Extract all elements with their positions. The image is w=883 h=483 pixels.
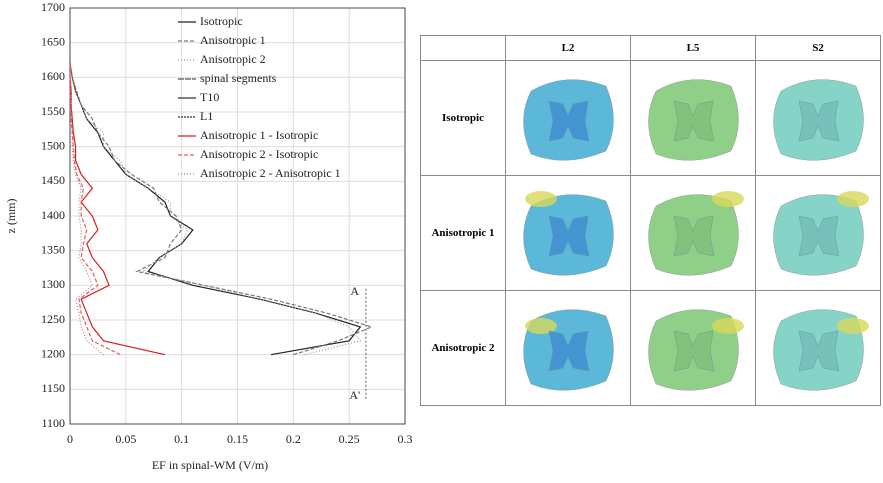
series-line — [69, 63, 374, 356]
y-tick-label: 1500 — [41, 138, 65, 152]
cross-section — [506, 61, 631, 176]
row-header: Isotropic — [421, 61, 506, 176]
cross-section — [756, 61, 881, 176]
y-tick-label: 1650 — [41, 34, 65, 48]
series-line — [69, 63, 121, 356]
x-tick-label: 0.2 — [286, 432, 301, 446]
y-tick-label: 1150 — [41, 381, 65, 395]
chart: EF in spinal-WM (V/m) z (mm) 1100 1150 120… — [4, 0, 413, 472]
cross-section — [756, 176, 881, 291]
cross-section — [631, 61, 756, 176]
cross-section — [631, 291, 756, 406]
plot-frame — [69, 7, 406, 425]
cross-section-image — [647, 78, 739, 161]
cross-section-image — [647, 308, 744, 391]
x-tick-label: 0.05 — [115, 432, 136, 446]
y-tick-label: 1350 — [41, 242, 65, 256]
table: L2 L5 S2 Isotropic Anisotropic 1 Anisotropic … — [420, 35, 881, 406]
cross-section-image — [522, 190, 614, 276]
legend-label: Anisotropic 1 — [200, 33, 266, 47]
cross-section — [756, 291, 881, 406]
row-header: Anisotropic 2 — [421, 291, 506, 406]
series-line — [69, 63, 362, 356]
x-tick-label: 0.25 — [339, 432, 360, 446]
series-line — [69, 63, 166, 356]
y-tick-label: 1700 — [41, 0, 65, 14]
cross-section-image — [772, 190, 869, 276]
column-header: L2 — [506, 36, 631, 61]
x-tick-label: 0.3 — [398, 432, 413, 446]
cross-section — [631, 176, 756, 291]
y-tick-label: 1200 — [41, 346, 65, 360]
x-axis-label: EF in spinal-WM (V/m) — [152, 458, 268, 472]
legend-label: L1 — [200, 109, 213, 123]
y-tick-label: 1550 — [41, 104, 65, 118]
y-tick-label: 1300 — [41, 277, 65, 291]
series-line — [69, 63, 362, 356]
cross-section — [506, 291, 631, 406]
cross-section — [506, 176, 631, 291]
legend-label: Isotropic — [200, 14, 243, 28]
legend-label: Anisotropic 2 - Isotropic — [200, 147, 318, 161]
cross-section-image — [772, 78, 864, 161]
cross-section-image — [647, 190, 744, 276]
legend-label: T10 — [200, 90, 219, 104]
x-tick-label: 0.15 — [227, 432, 248, 446]
x-tick-label: 0 — [67, 432, 73, 446]
legend-label: spinal segments — [200, 71, 277, 85]
y-tick-label: 1400 — [41, 208, 65, 222]
x-tick-label: 0.1 — [174, 432, 189, 446]
legend-label: Anisotropic 2 — [200, 52, 266, 66]
series-line — [69, 63, 104, 356]
annotation: A — [350, 284, 359, 298]
cross-section-image — [772, 308, 869, 391]
corner — [421, 36, 506, 61]
y-tick-label: 1100 — [41, 416, 65, 430]
legend-label: Anisotropic 1 - Isotropic — [200, 128, 318, 142]
legend-label: Anisotropic 2 - Anisotropic 1 — [200, 166, 341, 180]
y-axis-label: z (mm) — [4, 199, 18, 234]
annotation: A' — [349, 388, 360, 402]
cross-section-image — [522, 308, 614, 391]
column-header: L5 — [631, 36, 756, 61]
y-tick-label: 1600 — [41, 69, 65, 83]
row-header: Anisotropic 1 — [421, 176, 506, 291]
y-tick-label: 1450 — [41, 173, 65, 187]
cross-section-image — [522, 78, 614, 161]
column-header: S2 — [756, 36, 881, 61]
y-tick-label: 1250 — [41, 312, 65, 326]
